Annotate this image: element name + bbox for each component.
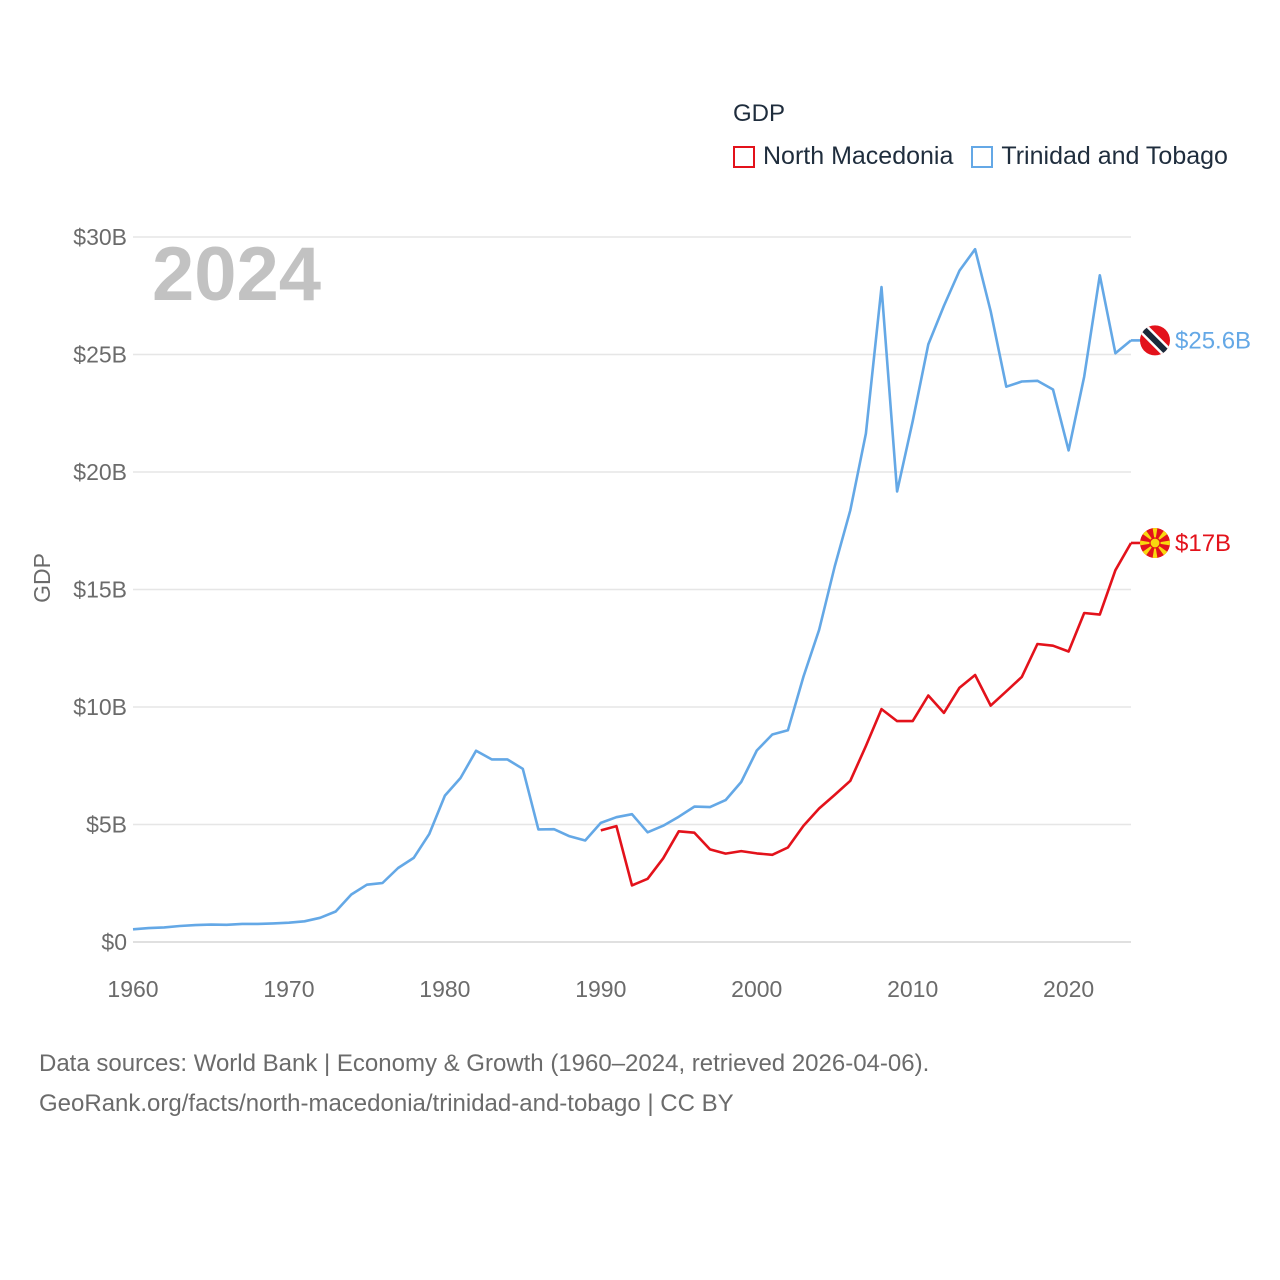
x-tick-label: 1980 [419, 976, 470, 1002]
y-tick-label: $30B [73, 224, 127, 250]
x-tick-label: 1990 [575, 976, 626, 1002]
end-label-north-macedonia: $17B [1175, 530, 1231, 557]
legend-swatch-north-macedonia [733, 145, 755, 168]
y-tick-label: $20B [73, 459, 127, 485]
series-line-trinidad-and-tobago [132, 247, 1132, 931]
series-end-markers: $25.6B $17B [1131, 325, 1251, 558]
x-tick-label: 2010 [887, 976, 938, 1002]
year-watermark: 2024 [152, 232, 321, 317]
y-axis-label: GDP [29, 553, 55, 603]
x-axis-ticks: 1960 1970 1980 1990 2000 2010 2020 [107, 976, 1094, 1002]
end-label-trinidad-and-tobago: $25.6B [1175, 327, 1251, 354]
legend-label-trinidad-and-tobago: Trinidad and Tobago [1001, 142, 1228, 170]
legend: North Macedonia Trinidad and Tobago [733, 142, 1246, 171]
x-tick-label: 2020 [1043, 976, 1094, 1002]
y-tick-label: $15B [73, 577, 127, 603]
y-tick-label: $5B [86, 812, 127, 838]
y-axis-ticks: $0 $5B $10B $15B $20B $25B $30B [73, 224, 127, 955]
x-tick-label: 1960 [107, 976, 158, 1002]
x-tick-label: 2000 [731, 976, 782, 1002]
sources-line-1: Data sources: World Bank | Economy & Gro… [39, 1050, 930, 1077]
legend-item-trinidad-and-tobago[interactable]: Trinidad and Tobago [971, 142, 1228, 171]
legend-swatch-trinidad-and-tobago [971, 145, 994, 168]
y-tick-label: $25B [73, 342, 127, 368]
series-line-north-macedonia [600, 542, 1133, 887]
legend-title: GDP [733, 100, 786, 127]
data-sources: Data sources: World Bank | Economy & Gro… [39, 1044, 929, 1124]
sources-line-2: GeoRank.org/facts/north-macedonia/trinid… [39, 1090, 734, 1117]
y-tick-label: $0 [101, 929, 127, 955]
trinidad-and-tobago-flag-icon [1140, 325, 1170, 356]
series-lines [132, 247, 1133, 931]
x-tick-label: 1970 [263, 976, 314, 1002]
legend-item-north-macedonia[interactable]: North Macedonia [733, 142, 953, 171]
gridlines [133, 236, 1131, 943]
y-tick-label: $10B [73, 694, 127, 720]
legend-label-north-macedonia: North Macedonia [763, 142, 954, 170]
